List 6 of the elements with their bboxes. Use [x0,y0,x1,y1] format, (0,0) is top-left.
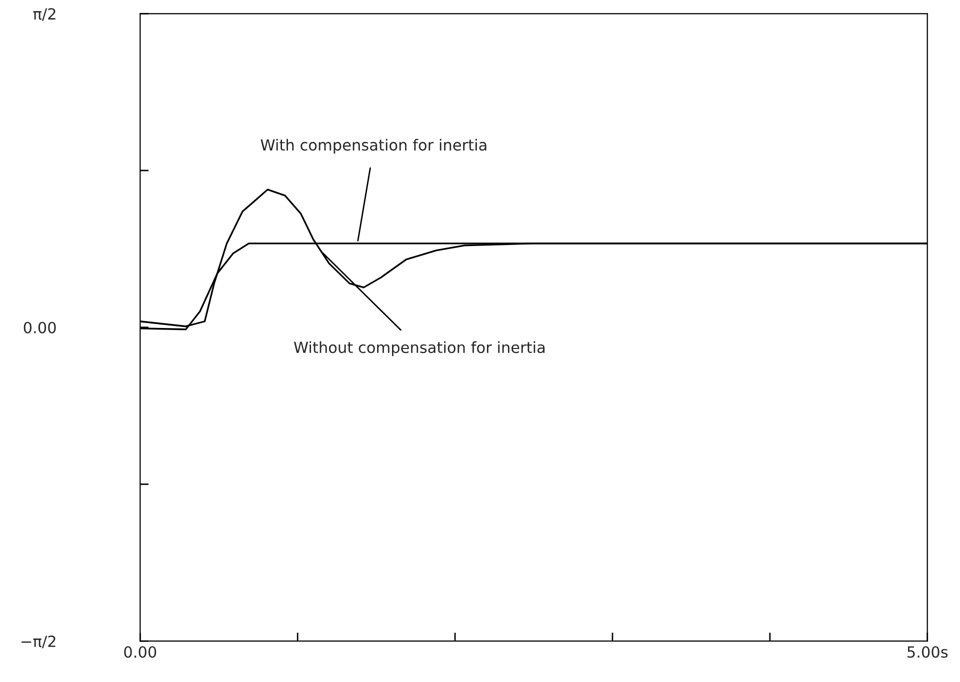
annotation: With compensation for inertia [260,138,486,154]
annotation: Without compensation for inertia [294,341,545,356]
x-tick-label: 5.00s [908,646,948,658]
y-tick-label: −π/2 [22,636,56,648]
y-tick-label: 0.00 [24,322,56,334]
y-tick-label: π/2 [33,8,56,21]
